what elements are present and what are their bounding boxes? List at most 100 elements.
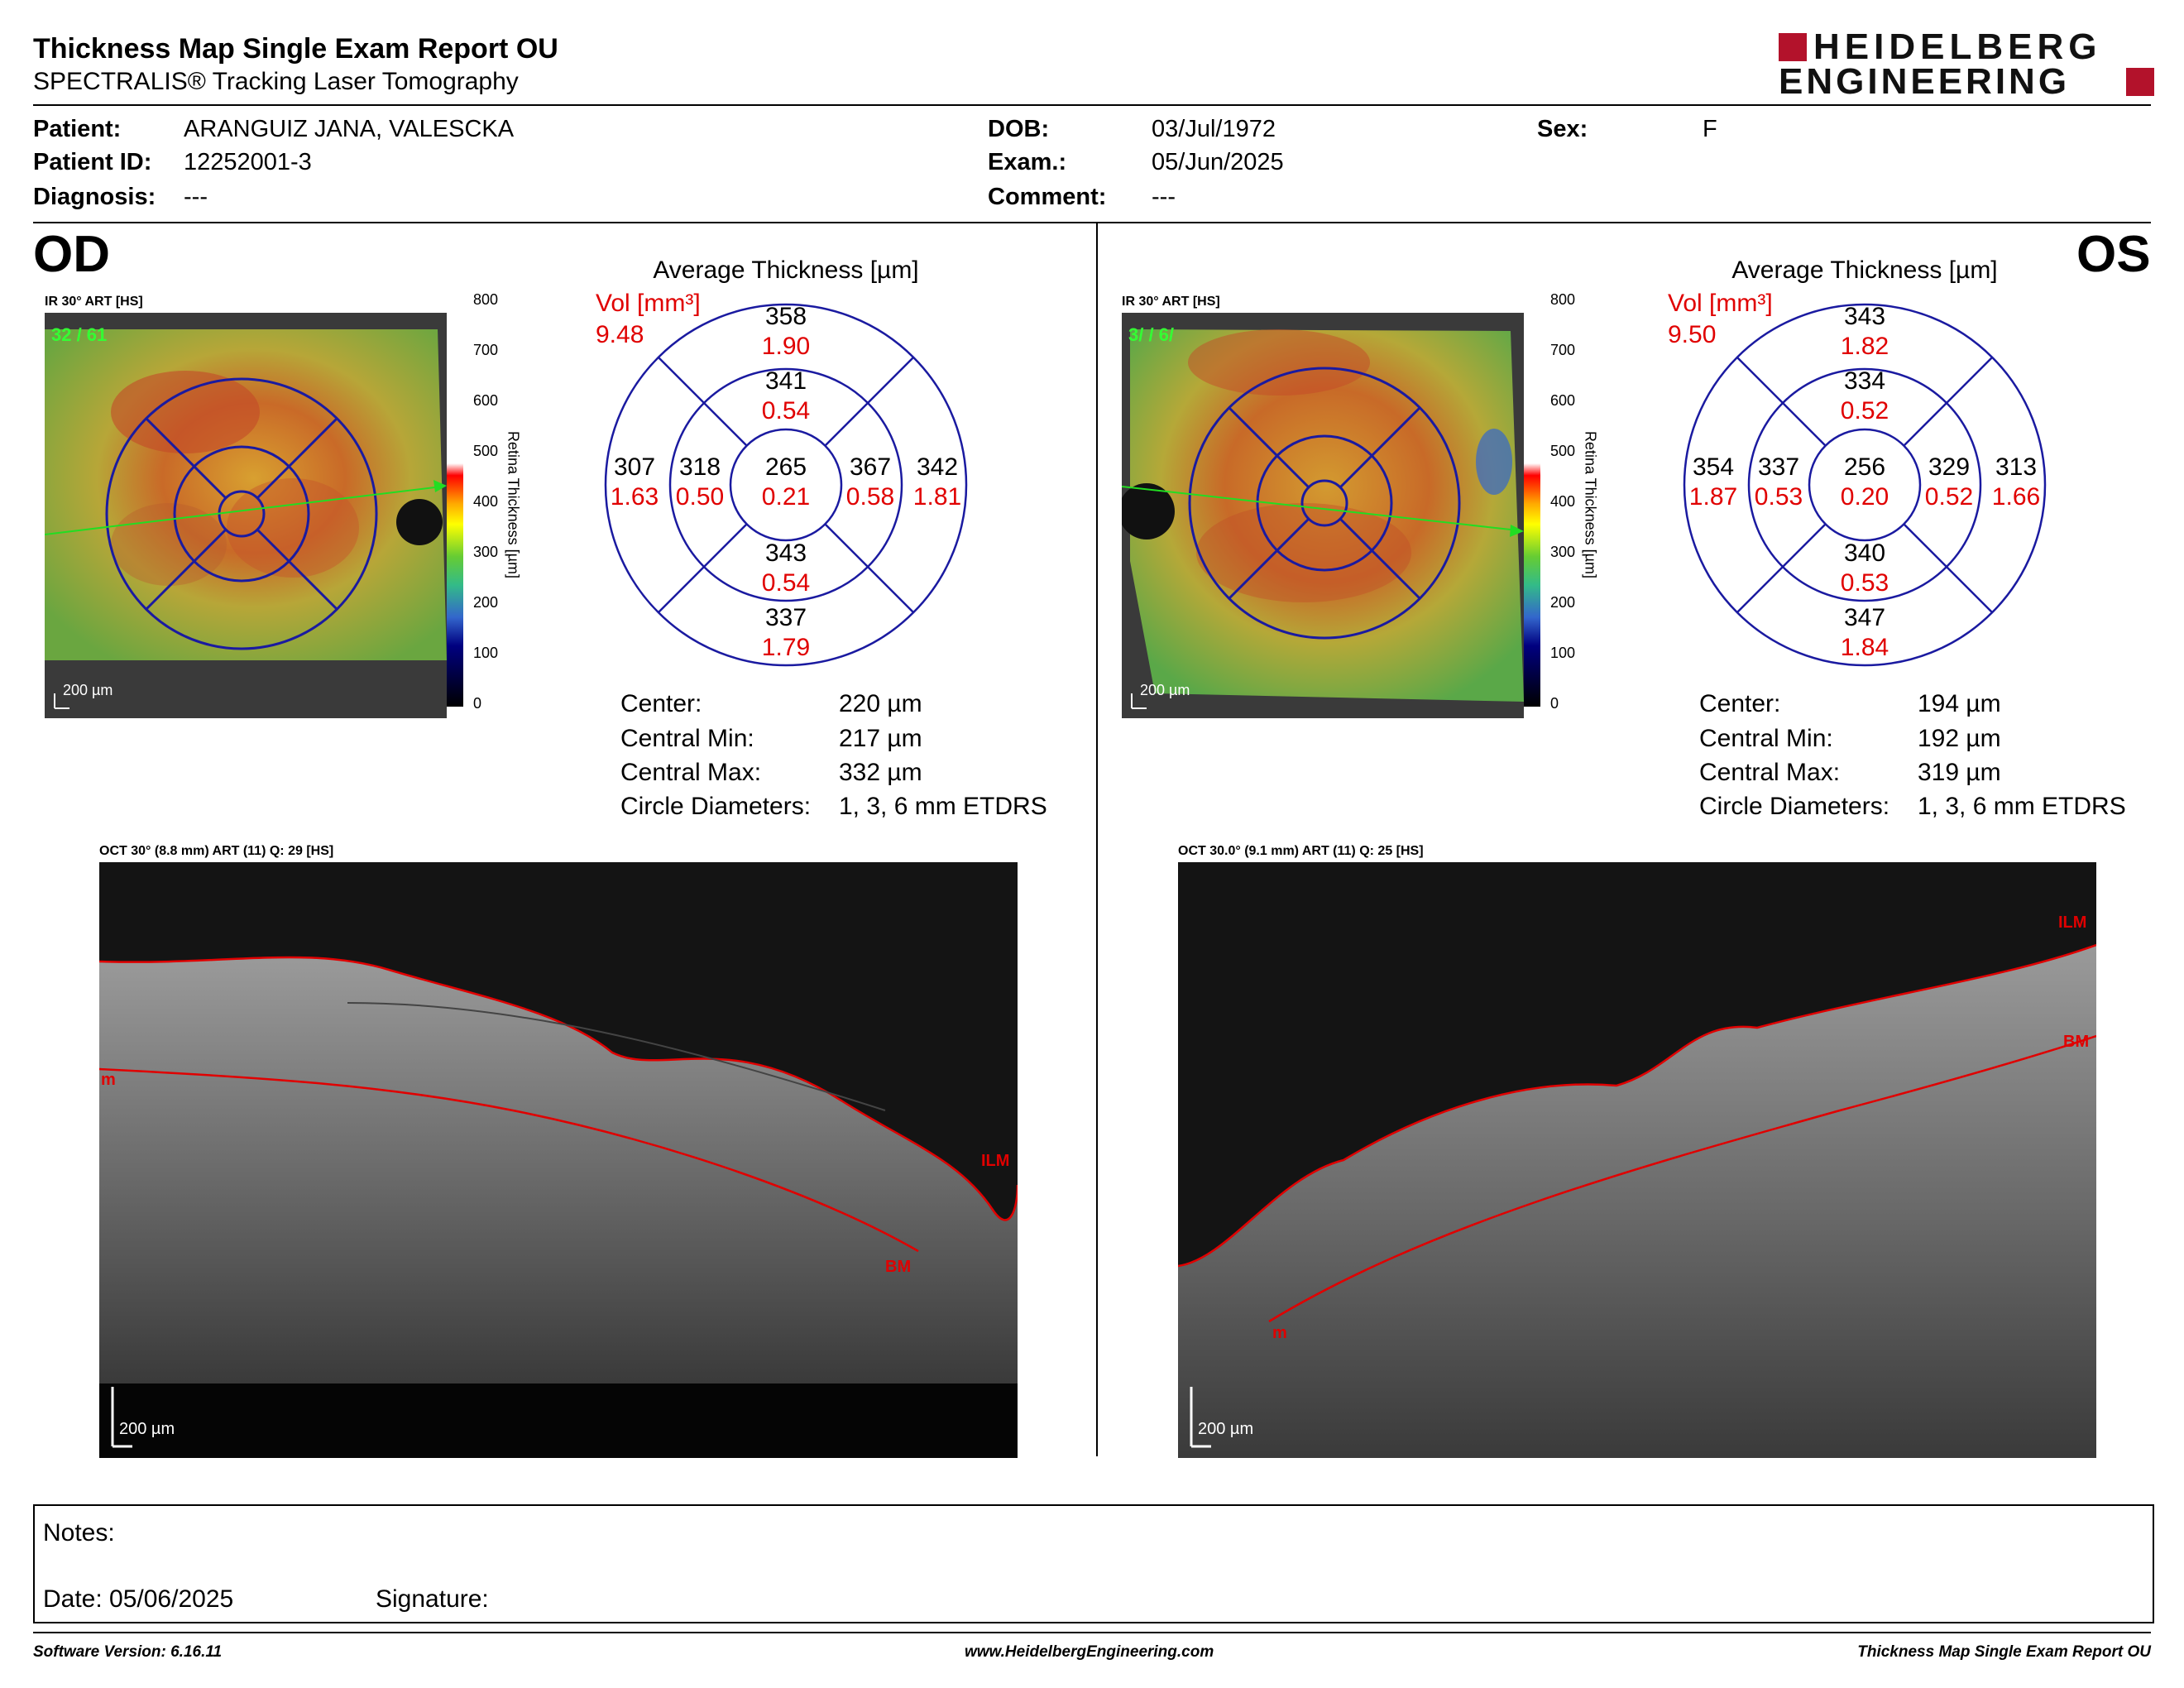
od-inner-right-volume: 0.58 xyxy=(845,483,895,511)
diagnosis-value: --- xyxy=(184,184,208,210)
date-label: Date: 05/06/2025 xyxy=(43,1585,234,1613)
dob-value: 03/Jul/1972 xyxy=(1152,116,1276,142)
od-inner-left-thickness: 318 xyxy=(678,453,721,481)
od-inner-sup-thickness: 341 xyxy=(764,367,807,395)
os-avg-title: Average Thickness [µm] xyxy=(1731,257,1998,284)
os-stat-center-label: Center: xyxy=(1699,690,1781,717)
od-outer-right-thickness: 342 xyxy=(916,453,959,481)
os-inner-left-thickness: 337 xyxy=(1757,453,1800,481)
footer-website-link[interactable]: www.HeidelbergEngineering.com xyxy=(965,1643,1214,1661)
os-oct-scale: 200 µm xyxy=(1198,1420,1254,1438)
od-ir-label: IR 30° ART [HS] xyxy=(45,295,143,309)
od-tick-600: 600 xyxy=(473,392,499,409)
od-tick-100: 100 xyxy=(473,645,499,661)
exam-label: Exam.: xyxy=(988,149,1067,175)
od-stat-center-value: 220 µm xyxy=(839,690,922,717)
diagnosis-label: Diagnosis: xyxy=(33,184,156,210)
sex-value: F xyxy=(1703,116,1717,142)
od-outer-right-volume: 1.81 xyxy=(912,483,962,511)
os-inner-right-volume: 0.52 xyxy=(1924,483,1974,511)
os-outer-right-thickness: 313 xyxy=(1995,453,2038,481)
os-stat-min-label: Central Min: xyxy=(1699,725,1833,752)
os-tick-0: 0 xyxy=(1550,695,1559,712)
od-stat-max-label: Central Max: xyxy=(620,759,762,786)
os-ilm-label: ILM xyxy=(2058,914,2087,932)
os-stat-center-value: 194 µm xyxy=(1918,690,2001,717)
patient-id-label: Patient ID: xyxy=(33,149,152,175)
od-colorbar-ticks: 800 700 600 500 400 300 200 100 0 xyxy=(473,291,523,722)
od-outer-inf-volume: 1.79 xyxy=(761,634,811,661)
os-inner-left-volume: 0.53 xyxy=(1754,483,1803,511)
od-stat-max-value: 332 µm xyxy=(839,759,922,786)
od-vol-total: 9.48 xyxy=(596,321,644,348)
od-thickness-map: 32 / 61 200 µm xyxy=(45,313,447,718)
os-tick-700: 700 xyxy=(1550,342,1576,358)
od-stat-diam-value: 1, 3, 6 mm ETDRS xyxy=(839,793,1047,820)
footer-report-name: Thickness Map Single Exam Report OU xyxy=(1857,1643,2151,1661)
os-oct-label: OCT 30.0° (9.1 mm) ART (11) Q: 25 [HS] xyxy=(1178,844,1424,858)
os-tick-500: 500 xyxy=(1550,443,1576,459)
od-outer-sup-volume: 1.90 xyxy=(761,333,811,360)
os-etdrs-grid xyxy=(1683,303,2047,667)
os-oct-scan: ILM BM m 200 µm xyxy=(1178,862,2096,1458)
od-stat-min-value: 217 µm xyxy=(839,725,922,752)
os-outer-left-thickness: 354 xyxy=(1692,453,1735,481)
os-stat-diam-value: 1, 3, 6 mm ETDRS xyxy=(1918,793,2126,820)
od-vol-label: Vol [mm³] xyxy=(596,290,701,317)
report-title: Thickness Map Single Exam Report OU xyxy=(33,33,558,65)
os-tick-400: 400 xyxy=(1550,493,1576,510)
exam-date: 05/Jun/2025 xyxy=(1152,149,1284,175)
os-stat-max-value: 319 µm xyxy=(1918,759,2001,786)
report-subtitle: SPECTRALIS® Tracking Laser Tomography xyxy=(33,68,519,95)
od-etdrs-grid xyxy=(604,303,968,667)
od-avg-title: Average Thickness [µm] xyxy=(653,257,919,284)
os-thickness-map: 3/ / 6/ 200 µm xyxy=(1122,313,1524,718)
od-outer-inf-thickness: 337 xyxy=(764,604,807,631)
od-ilm-label: ILM xyxy=(981,1152,1010,1170)
os-tick-800: 800 xyxy=(1550,291,1576,308)
os-stat-max-label: Central Max: xyxy=(1699,759,1841,786)
os-map-scale: 200 µm xyxy=(1140,682,1190,698)
notes-box: Notes: Date: 05/06/2025 Signature: xyxy=(33,1504,2154,1623)
od-inner-sup-volume: 0.54 xyxy=(761,397,811,424)
od-stat-diam-label: Circle Diameters: xyxy=(620,793,812,820)
od-inner-right-thickness: 367 xyxy=(849,453,892,481)
eye-label-os: OS xyxy=(2076,226,2151,283)
od-tick-500: 500 xyxy=(473,443,499,459)
footer-software-version: Software Version: 6.16.11 xyxy=(33,1643,223,1661)
os-outer-inf-thickness: 347 xyxy=(1843,604,1886,631)
os-center-volume: 0.20 xyxy=(1840,483,1889,511)
od-oct-label: OCT 30° (8.8 mm) ART (11) Q: 29 [HS] xyxy=(99,844,334,858)
od-oct-scan: ILM BM m 200 µm xyxy=(99,862,1018,1458)
signature-label: Signature: xyxy=(376,1585,489,1613)
notes-label: Notes: xyxy=(43,1519,115,1547)
comment-label: Comment: xyxy=(988,184,1107,210)
od-tick-0: 0 xyxy=(473,695,482,712)
os-colorbar xyxy=(1524,301,1540,707)
od-tick-300: 300 xyxy=(473,544,499,560)
od-tick-400: 400 xyxy=(473,493,499,510)
os-tick-300: 300 xyxy=(1550,544,1576,560)
os-inner-sup-thickness: 334 xyxy=(1843,367,1886,395)
os-colorbar-title: Retina Thickness [µm] xyxy=(1582,430,1599,579)
os-stat-diam-label: Circle Diameters: xyxy=(1699,793,1890,820)
od-center-thickness: 265 xyxy=(764,453,807,481)
os-center-thickness: 256 xyxy=(1843,453,1886,481)
od-colorbar-title: Retina Thickness [µm] xyxy=(505,430,522,579)
os-outer-sup-thickness: 343 xyxy=(1843,303,1886,330)
od-colorbar xyxy=(447,301,463,707)
os-tick-200: 200 xyxy=(1550,594,1576,611)
od-inner-inf-thickness: 343 xyxy=(764,539,807,567)
os-inner-right-thickness: 329 xyxy=(1928,453,1971,481)
os-outer-inf-volume: 1.84 xyxy=(1840,634,1889,661)
os-inner-inf-volume: 0.53 xyxy=(1840,569,1889,597)
logo-line2: ENGINEERING xyxy=(1779,61,2071,102)
sex-label: Sex: xyxy=(1537,116,1588,142)
logo-line1: HEIDELBERG xyxy=(1813,26,2102,67)
od-stat-center-label: Center: xyxy=(620,690,702,717)
od-inner-inf-volume: 0.54 xyxy=(761,569,811,597)
os-vol-label: Vol [mm³] xyxy=(1668,290,1773,317)
od-outer-left-thickness: 307 xyxy=(613,453,656,481)
comment-value: --- xyxy=(1152,184,1176,210)
od-outer-sup-thickness: 358 xyxy=(764,303,807,330)
